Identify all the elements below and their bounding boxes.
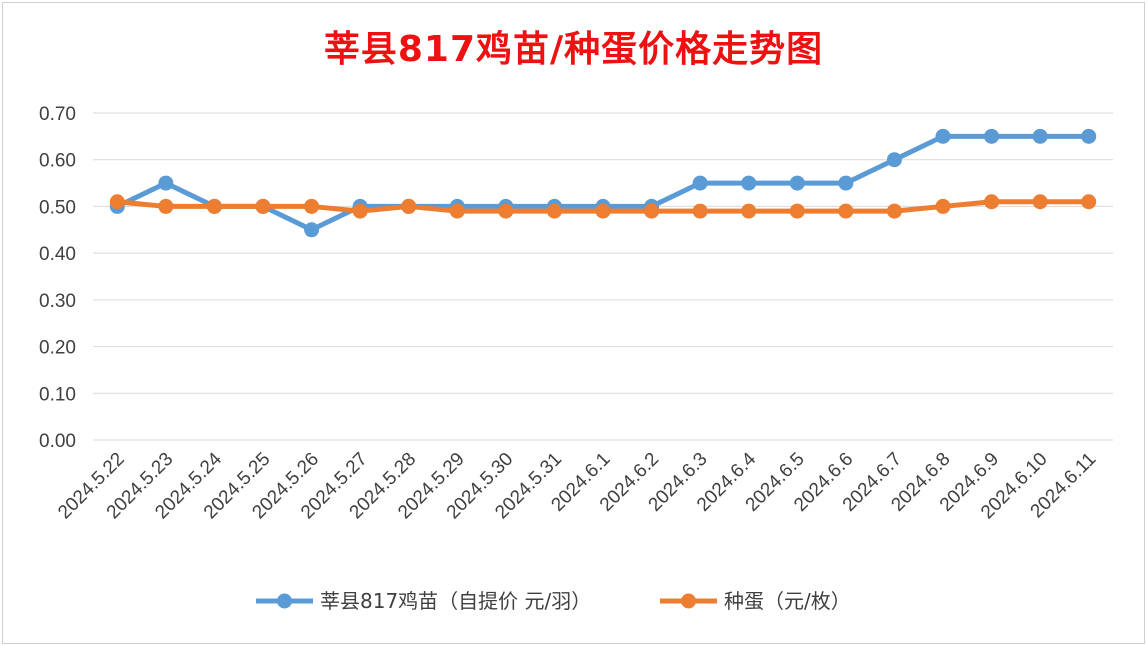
data-point-series-2	[352, 203, 368, 219]
data-point-series-1	[158, 175, 174, 191]
y-tick-label: 0.10	[39, 384, 76, 405]
y-tick-label: 0.20	[39, 338, 76, 359]
data-point-series-1	[304, 222, 320, 238]
data-point-series-1	[886, 152, 902, 168]
data-point-series-2	[1032, 194, 1048, 210]
data-point-series-2	[206, 198, 222, 214]
series-layer	[109, 128, 1097, 238]
legend: 莘县817鸡苗（自提价 元/羽） 种蛋（元/枚）	[256, 589, 851, 613]
data-point-series-2	[255, 198, 271, 214]
data-point-series-1	[789, 175, 805, 191]
chart-title: 莘县817鸡苗/种蛋价格走势图	[323, 29, 824, 70]
data-point-series-1	[984, 128, 1000, 144]
y-tick-label: 0.60	[39, 151, 76, 172]
legend-label: 种蛋（元/枚）	[724, 589, 851, 613]
legend-label: 莘县817鸡苗（自提价 元/羽）	[320, 589, 591, 613]
legend-swatch-marker	[277, 593, 292, 609]
data-point-series-2	[158, 198, 174, 214]
data-point-series-1	[1032, 128, 1048, 144]
y-tick-label: 0.50	[39, 197, 76, 218]
data-point-series-2	[644, 203, 660, 219]
data-point-series-2	[692, 203, 708, 219]
data-point-series-2	[886, 203, 902, 219]
data-point-series-2	[984, 194, 1000, 210]
y-tick-label: 0.00	[39, 431, 76, 452]
data-point-series-2	[789, 203, 805, 219]
data-point-series-2	[546, 203, 562, 219]
data-point-series-1	[1081, 128, 1097, 144]
y-tick-label: 0.40	[39, 244, 76, 265]
data-point-series-1	[692, 175, 708, 191]
data-point-series-2	[1081, 194, 1097, 210]
data-point-series-2	[449, 203, 465, 219]
data-point-series-1	[741, 175, 757, 191]
data-point-series-2	[304, 198, 320, 214]
data-point-series-2	[741, 203, 757, 219]
data-point-series-2	[935, 198, 951, 214]
y-axis-labels: 0.00 0.10 0.20 0.30 0.40 0.50 0.60 0.70	[39, 104, 76, 452]
y-tick-label: 0.30	[39, 291, 76, 312]
y-tick-label: 0.70	[39, 104, 76, 125]
data-point-series-1	[935, 128, 951, 144]
data-point-series-2	[838, 203, 854, 219]
data-point-series-2	[595, 203, 611, 219]
data-point-series-2	[401, 198, 417, 214]
data-point-series-2	[498, 203, 514, 219]
legend-swatch-marker	[681, 593, 696, 609]
x-axis-labels: 2024.5.222024.5.232024.5.242024.5.252024…	[54, 448, 1100, 523]
gridlines	[93, 112, 1113, 441]
data-point-series-2	[109, 194, 125, 210]
data-point-series-1	[838, 175, 854, 191]
